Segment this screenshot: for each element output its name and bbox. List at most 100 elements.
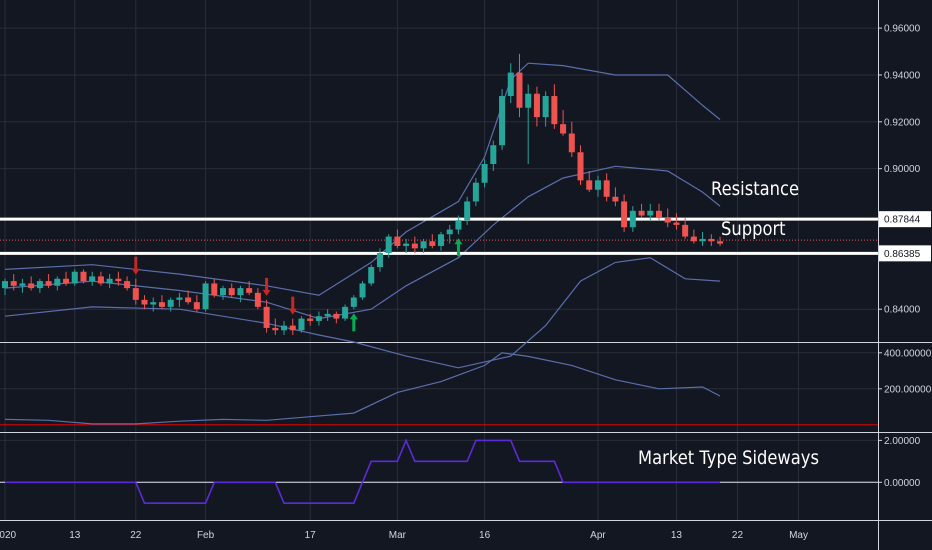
resistance-label: Resistance — [711, 178, 800, 200]
candle — [376, 248, 383, 272]
bollinger-upper — [4, 62, 721, 296]
candle-body — [263, 306, 270, 328]
candle-body — [359, 283, 366, 298]
candle — [185, 290, 192, 305]
time-tick-label: 2020 — [0, 530, 17, 541]
candle-body — [490, 145, 497, 164]
candle-body — [324, 313, 331, 317]
time-axis[interactable]: 2020 13 22 Feb 17 Mar 16 Apr 13 22 May — [0, 530, 808, 541]
candle — [594, 175, 601, 197]
candle — [141, 295, 148, 310]
candle — [446, 224, 453, 244]
candle-body — [141, 299, 148, 305]
indicator-pane-1 — [0, 352, 878, 426]
price-label-box — [879, 211, 931, 228]
candle-body — [289, 325, 296, 331]
candle — [699, 231, 706, 246]
candle — [638, 203, 645, 218]
candle — [394, 229, 401, 249]
price-tick-label: 0.84000 — [884, 305, 921, 316]
candle-body — [568, 133, 575, 153]
candle — [708, 234, 715, 246]
signal-arrow-down — [288, 296, 297, 315]
support-price-label: 0.86385 — [884, 249, 921, 260]
candle-body — [63, 278, 70, 284]
candle — [429, 234, 436, 249]
candle — [54, 276, 61, 291]
candle-body — [577, 152, 584, 181]
candle-body — [176, 297, 183, 300]
candle — [342, 304, 349, 321]
price-tick-label: 0.92000 — [884, 117, 921, 128]
price-axis[interactable]: 0.96000 0.94000 0.92000 0.90000 0.84000 400.0… — [878, 24, 932, 489]
candle-body — [202, 283, 209, 310]
candle-body — [438, 234, 444, 246]
market-type-line — [5, 438, 720, 505]
candle — [612, 187, 619, 207]
candle-body — [594, 180, 601, 190]
candle-body — [612, 196, 619, 202]
candle — [533, 86, 540, 127]
candle-body — [307, 318, 314, 321]
candle-body — [455, 220, 462, 230]
indicator-tick-label: 0.00000 — [884, 478, 921, 489]
candle — [560, 110, 567, 136]
support-label: Support — [721, 218, 786, 240]
candle — [97, 271, 104, 286]
candle — [246, 281, 253, 296]
candle-body — [54, 278, 61, 286]
indicator-line — [4, 352, 721, 425]
candle — [307, 313, 314, 326]
indicator-tick-label: 400.00000 — [884, 348, 932, 359]
candle — [281, 320, 288, 335]
price-tick-label: 0.96000 — [884, 24, 921, 35]
candle — [507, 63, 514, 104]
candle — [176, 292, 183, 307]
candlesticks — [2, 53, 724, 335]
candle — [490, 140, 497, 171]
candle-body — [516, 72, 523, 108]
candle-body — [36, 281, 43, 289]
candle-body — [699, 238, 706, 242]
candle — [551, 84, 558, 129]
time-tick-label: 22 — [732, 530, 744, 541]
candle-body — [656, 210, 662, 218]
candle-body — [682, 224, 689, 237]
candle — [106, 274, 113, 289]
candle — [542, 91, 549, 127]
candle — [19, 278, 26, 293]
candle-body — [603, 180, 610, 197]
candle-body — [708, 238, 715, 242]
price-tick-label: 0.90000 — [884, 164, 921, 175]
candle-body — [211, 283, 218, 296]
candle — [717, 236, 724, 246]
candle — [403, 238, 410, 253]
candle-body — [394, 236, 401, 246]
candle-body — [673, 222, 680, 225]
time-tick-label: 13 — [69, 530, 81, 541]
candle-body — [411, 243, 418, 249]
candle-body — [420, 241, 427, 249]
candle — [36, 278, 43, 293]
candle — [603, 173, 610, 202]
candle — [350, 295, 357, 310]
candle-body — [586, 180, 593, 190]
candle-body — [333, 313, 340, 319]
candle-body — [71, 271, 78, 284]
bollinger-lower — [4, 257, 721, 369]
time-tick-label: Feb — [197, 530, 215, 541]
candle-body — [664, 217, 671, 223]
candle — [577, 145, 584, 186]
candle-body — [647, 210, 654, 216]
candle — [254, 288, 261, 310]
candle-body — [376, 252, 383, 268]
candle-body — [350, 297, 357, 307]
candle — [315, 311, 322, 326]
indicator-pane-2 — [0, 438, 878, 505]
signal-arrow-up — [454, 238, 463, 257]
candle-body — [281, 325, 288, 331]
candle-body — [717, 241, 724, 244]
candle — [228, 283, 235, 298]
